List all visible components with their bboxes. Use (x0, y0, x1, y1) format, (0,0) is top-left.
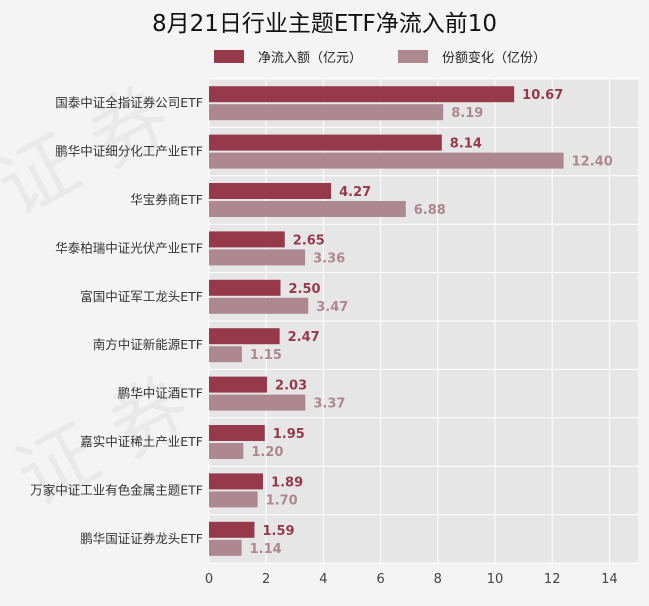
data-label: 1.14 (250, 542, 282, 557)
bar-net-inflow (209, 425, 265, 441)
legend: 净流入额（亿元） 份额变化（亿份） (214, 47, 546, 66)
bar-net-inflow (209, 86, 515, 103)
x-tick-label: 4 (319, 572, 327, 587)
data-label: 12.40 (572, 155, 613, 170)
bar-net-inflow (209, 231, 285, 248)
data-label: 2.50 (289, 282, 321, 297)
bar-net-inflow (209, 134, 442, 151)
data-label: 3.37 (313, 397, 345, 412)
data-label: 2.65 (293, 233, 325, 248)
legend-item-share-change: 份额变化（亿份） (398, 47, 546, 66)
x-tick-label: 14 (601, 572, 618, 587)
x-tick-label: 2 (262, 572, 270, 587)
category-label: 鹏华国证证券龙头ETF (80, 531, 203, 546)
bar-net-inflow (209, 376, 268, 393)
data-label: 8.19 (451, 106, 483, 121)
bar-net-inflow (209, 521, 255, 538)
data-label: 3.47 (316, 300, 348, 315)
legend-item-net-inflow: 净流入额（亿元） (214, 47, 362, 66)
x-tick-label: 12 (544, 572, 561, 587)
data-label: 6.88 (414, 203, 446, 218)
category-label: 鹏华中证细分化工产业ETF (55, 144, 203, 159)
data-label: 1.59 (262, 524, 294, 539)
bar-share-change (209, 443, 244, 459)
bar-share-change (209, 249, 306, 266)
legend-label: 份额变化（亿份） (442, 51, 547, 66)
data-label: 1.20 (251, 445, 283, 460)
bar-share-change (209, 297, 309, 314)
data-label: 4.27 (339, 185, 371, 200)
category-label: 鹏华中证酒ETF (118, 386, 203, 401)
bar-share-change (209, 346, 242, 363)
bar-share-change (209, 539, 242, 556)
bar-share-change (209, 394, 306, 411)
category-label: 南方中证新能源ETF (93, 337, 203, 352)
data-label: 2.47 (288, 330, 320, 345)
bar-net-inflow (209, 328, 280, 345)
bar-share-change (209, 104, 444, 121)
bar-net-inflow (209, 183, 332, 199)
x-tick-label: 8 (434, 572, 442, 587)
data-label: 1.15 (250, 348, 282, 363)
data-label: 1.70 (266, 493, 298, 508)
category-label: 万家中证工业有色金属主题ETF (30, 482, 203, 497)
x-tick-label: 0 (205, 572, 213, 587)
category-label: 嘉实中证稀土产业ETF (80, 434, 203, 449)
legend-swatch (214, 50, 244, 63)
bar-share-change (209, 152, 564, 169)
data-label: 1.95 (273, 427, 305, 442)
x-tick-label: 6 (376, 572, 384, 587)
bar-net-inflow (209, 279, 281, 296)
data-label: 8.14 (450, 137, 482, 152)
category-label: 华泰柏瑞中证光伏产业ETF (55, 240, 203, 255)
bar-share-change (209, 201, 406, 217)
data-label: 2.03 (275, 379, 307, 394)
data-label: 10.67 (522, 88, 563, 103)
legend-swatch (398, 50, 429, 63)
data-label: 3.36 (313, 251, 345, 266)
legend-label: 净流入额（亿元） (258, 51, 363, 66)
category-label: 富国中证军工龙头ETF (80, 289, 203, 304)
category-label: 华宝券商ETF (130, 192, 203, 207)
category-label: 国泰中证全指证券公司ETF (55, 95, 203, 110)
chart-title: 8月21日行业主题ETF净流入前10 (152, 11, 497, 37)
bar-net-inflow (209, 473, 264, 490)
x-tick-label: 10 (487, 572, 504, 587)
data-label: 1.89 (271, 475, 303, 490)
bar-share-change (209, 491, 258, 508)
